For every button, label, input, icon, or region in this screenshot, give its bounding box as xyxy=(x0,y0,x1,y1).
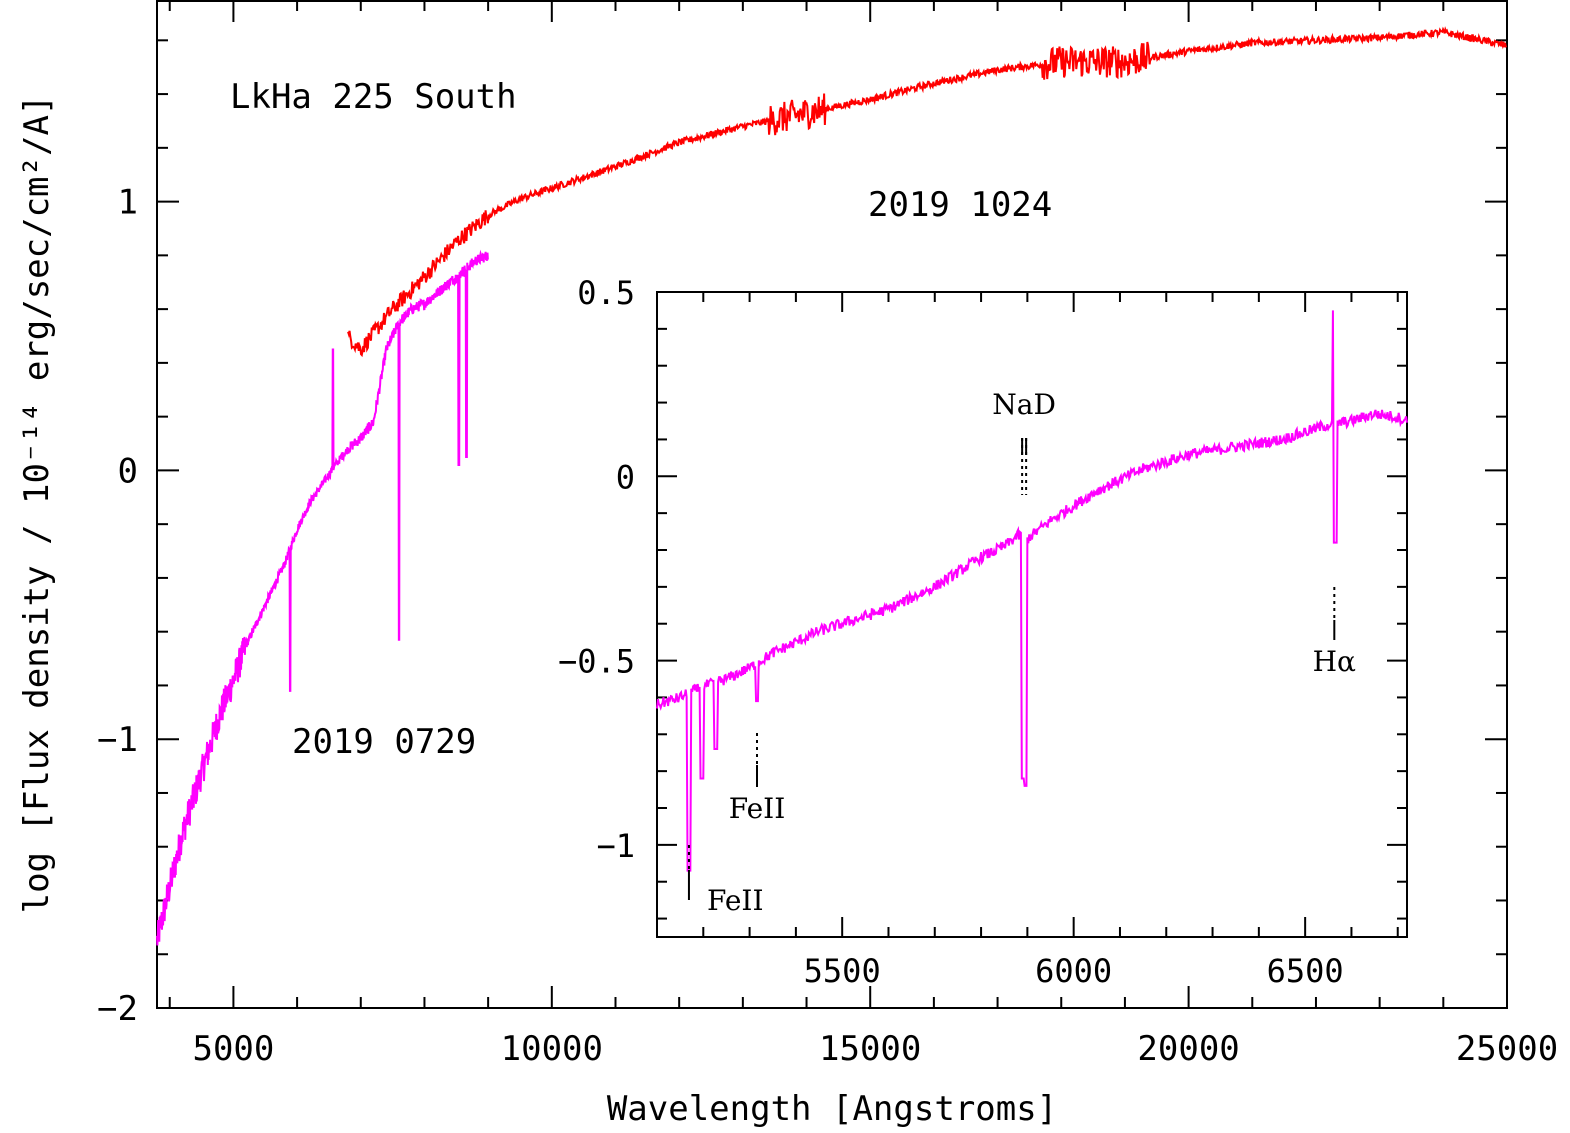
chart-title: LkHa 225 South xyxy=(230,77,517,117)
x-axis-label: Wavelength [Angstroms] xyxy=(607,1089,1057,1129)
inset-series-line xyxy=(656,310,1408,872)
series-label-2019-1024: 2019 1024 xyxy=(868,185,1052,225)
x-tick-label: 15000 xyxy=(819,1029,921,1069)
series-label-2019-0729: 2019 0729 xyxy=(292,722,476,762)
line-label-nad: NaD xyxy=(992,388,1056,421)
y-tick-label: 1 xyxy=(118,183,138,223)
inset-x-tick-label: 5500 xyxy=(804,952,881,990)
series-line-2019-1024 xyxy=(347,26,1508,358)
x-tick-label: 10000 xyxy=(501,1029,603,1069)
x-tick-label: 5000 xyxy=(192,1029,274,1069)
inset-y-tick-label: −1 xyxy=(596,827,635,865)
x-tick-label: 25000 xyxy=(1456,1029,1558,1069)
inset-y-tick-label: 0.5 xyxy=(577,274,635,312)
main-plot-frame xyxy=(156,0,1508,1009)
series-line-2019-0729 xyxy=(156,249,489,946)
main-axis-ticks: 5000 10000 15000 20000 25000 −2 −1 0 1 xyxy=(97,0,1558,1069)
main-series-group xyxy=(156,26,1508,946)
inset-series-group xyxy=(656,310,1408,872)
line-label-halpha: Hα xyxy=(1313,645,1356,678)
y-axis-label: log [Flux density / 10⁻¹⁴ erg/sec/cm²/A] xyxy=(17,95,57,914)
inset-x-tick-label: 6500 xyxy=(1267,952,1344,990)
inset-line-markers: FeII FeII NaD Hα xyxy=(687,388,1356,917)
x-tick-label: 20000 xyxy=(1137,1029,1239,1069)
inset-y-tick-label: −0.5 xyxy=(558,643,635,681)
y-tick-label: −1 xyxy=(97,720,138,760)
y-tick-label: −2 xyxy=(97,989,138,1029)
y-tick-label: 0 xyxy=(118,451,138,491)
inset-plot-frame xyxy=(656,291,1408,938)
inset-x-tick-label: 6000 xyxy=(1035,952,1112,990)
inset-y-tick-label: 0 xyxy=(616,458,635,496)
inset-axis-ticks: 5500 6000 6500 −1 −0.5 0 0.5 xyxy=(558,274,1407,990)
line-label-feii-5169: FeII xyxy=(707,884,764,917)
main-plot: 5000 10000 15000 20000 25000 −2 −1 0 1 LkHa 225 … xyxy=(17,0,1558,1129)
inset-plot: 5500 6000 6500 −1 −0.5 0 0.5 FeII FeII NaD Hα xyxy=(558,274,1408,990)
line-label-feii-5316: FeII xyxy=(729,792,786,825)
